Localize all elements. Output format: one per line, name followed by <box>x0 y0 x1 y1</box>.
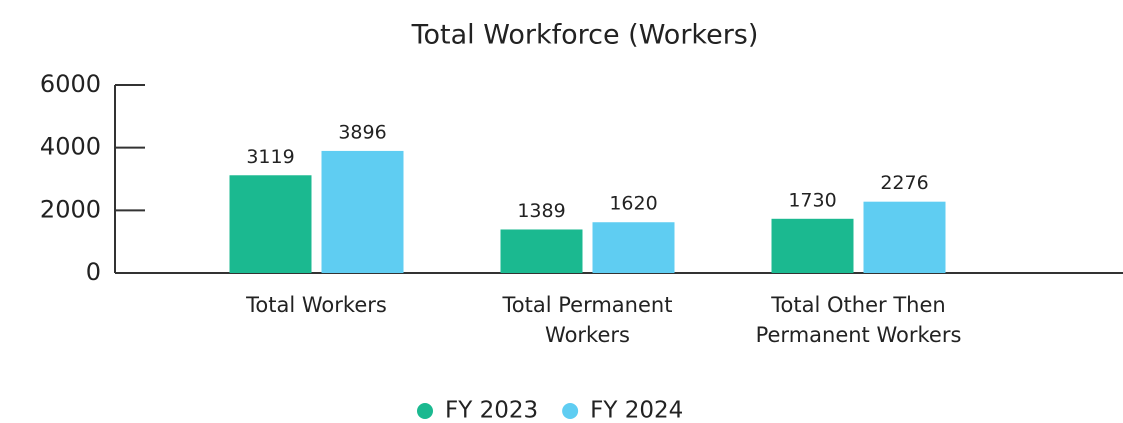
y-tick-label: 4000 <box>40 133 101 161</box>
bar <box>229 175 312 273</box>
y-tick-label: 6000 <box>40 70 101 98</box>
x-tick-label: Total Workers <box>246 293 387 317</box>
legend-label: FY 2023 <box>445 398 538 423</box>
y-tick-label: 2000 <box>40 195 101 223</box>
chart-title: Total Workforce (Workers) <box>411 20 759 51</box>
data-label: 1620 <box>609 193 657 215</box>
data-label: 3119 <box>246 146 294 168</box>
bar <box>592 222 675 273</box>
data-label: 3896 <box>338 121 386 143</box>
bar <box>863 201 946 273</box>
y-tick-label: 0 <box>86 258 101 286</box>
x-tick-label: Total Permanent Workers <box>502 293 673 347</box>
legend-swatch <box>562 403 579 419</box>
data-label: 1730 <box>788 189 836 211</box>
legend-swatch <box>417 403 433 419</box>
bar <box>321 150 404 273</box>
data-label: 1389 <box>517 200 565 222</box>
bar <box>500 229 583 273</box>
bar <box>771 218 854 273</box>
data-label: 2276 <box>880 172 928 194</box>
x-tick-label: Total Other Then Permanent Workers <box>755 293 962 347</box>
legend-label: FY 2024 <box>590 398 683 423</box>
